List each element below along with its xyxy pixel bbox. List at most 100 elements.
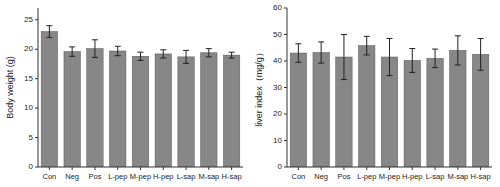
error-bar: [138, 52, 144, 60]
x-tick-label: M-pep: [379, 172, 400, 181]
y-tick: [284, 140, 287, 141]
x-tick-label: Neg: [314, 172, 328, 181]
x-tick: [389, 167, 390, 170]
x-tick-label: H-sap: [222, 172, 242, 181]
x-tick-label: L-sap: [426, 172, 445, 181]
x-tick-label: Con: [43, 172, 57, 181]
x-tick: [72, 167, 73, 170]
x-tick-label: H-pep: [402, 172, 422, 181]
error-bar: [364, 36, 370, 55]
y-tick: [35, 19, 38, 20]
error-bar: [455, 36, 461, 65]
x-tick: [231, 167, 232, 170]
y-tick-label: 0: [278, 162, 283, 171]
y-tick: [284, 34, 287, 35]
y-tick: [284, 114, 287, 115]
x-tick-label: L-sap: [177, 172, 196, 181]
marks: [41, 26, 240, 167]
x-tick: [117, 167, 118, 170]
x-tick: [208, 167, 209, 170]
x-tick: [140, 167, 141, 170]
y-tick-label: 10: [273, 136, 282, 145]
x-tick: [366, 167, 367, 170]
error-bar: [341, 35, 347, 80]
y-tick: [284, 167, 287, 168]
x-tick: [49, 167, 50, 170]
x-tick: [343, 167, 344, 170]
bar: [472, 54, 488, 167]
error-bar: [432, 49, 438, 68]
error-bar: [69, 47, 75, 56]
x-tick: [298, 167, 299, 170]
y-tick: [35, 167, 38, 168]
y-tick: [284, 61, 287, 62]
error-bar: [115, 46, 121, 55]
y-tick: [284, 8, 287, 9]
y-tick-label: 20: [24, 44, 33, 53]
x-tick: [321, 167, 322, 170]
y-tick-label: 30: [273, 83, 282, 92]
x-tick-label: M-sap: [447, 172, 468, 181]
bar: [41, 32, 57, 167]
x-tick-label: H-pep: [153, 172, 173, 181]
panel: 0 5 10 15 20 25 Con Neg Pos L-pepM-pepH-pep L-sapM…: [5, 8, 243, 181]
x-tick: [457, 167, 458, 170]
error-bar: [229, 52, 235, 58]
x-tick: [94, 167, 95, 170]
x-tick-label: Con: [292, 172, 306, 181]
bar: [155, 54, 171, 167]
error-bar: [478, 38, 484, 70]
bar: [404, 60, 420, 167]
bar: [427, 58, 443, 167]
bar: [132, 56, 148, 167]
x-tick-label: M-sap: [198, 172, 219, 181]
y-tick: [35, 49, 38, 50]
error-bar: [92, 40, 98, 58]
chart: 0510152025ConNegPosL-pepM-pepH-pepL-sapM…: [0, 0, 500, 187]
x-tick: [186, 167, 187, 170]
y-tick-label: 60: [273, 3, 282, 12]
y-axis-line: [38, 8, 39, 167]
x-tick: [480, 167, 481, 170]
marks: [290, 35, 489, 168]
x-tick: [163, 167, 164, 170]
error-bar: [409, 49, 415, 73]
y-tick-label: 50: [273, 30, 282, 39]
bar: [87, 49, 103, 167]
x-tick-label: Pos: [337, 172, 350, 181]
bar: [359, 46, 375, 167]
error-bar: [160, 50, 166, 58]
y-tick: [35, 78, 38, 79]
x-tick-label: L-pep: [108, 172, 127, 181]
bar: [313, 53, 329, 167]
bar: [110, 51, 126, 167]
y-tick-label: 5: [29, 133, 34, 142]
y-tick-label: 10: [24, 103, 33, 112]
error-bar: [183, 50, 189, 63]
x-tick-label: M-pep: [130, 172, 151, 181]
x-tick-label: L-pep: [357, 172, 376, 181]
error-bar: [206, 49, 212, 57]
y-axis-label: liver index（mg/g）: [254, 48, 264, 127]
y-tick: [284, 87, 287, 88]
y-tick-label: 25: [24, 15, 33, 24]
y-tick-label: 20: [273, 109, 282, 118]
error-bar: [295, 44, 301, 63]
x-tick: [435, 167, 436, 170]
bar: [178, 57, 194, 167]
error-bar: [318, 42, 324, 63]
x-tick-label: Neg: [65, 172, 79, 181]
bar: [201, 53, 217, 167]
y-axis-label: Body weight (g): [5, 56, 15, 119]
x-tick-label: H-sap: [471, 172, 491, 181]
bar: [223, 55, 239, 167]
y-tick: [35, 108, 38, 109]
y-tick-label: 0: [29, 162, 34, 171]
bar: [64, 52, 80, 167]
y-tick: [35, 137, 38, 138]
error-bar: [46, 26, 52, 38]
y-tick-label: 15: [24, 74, 33, 83]
x-tick-label: Pos: [88, 172, 101, 181]
error-bar: [387, 38, 393, 75]
y-tick-label: 40: [273, 56, 282, 65]
